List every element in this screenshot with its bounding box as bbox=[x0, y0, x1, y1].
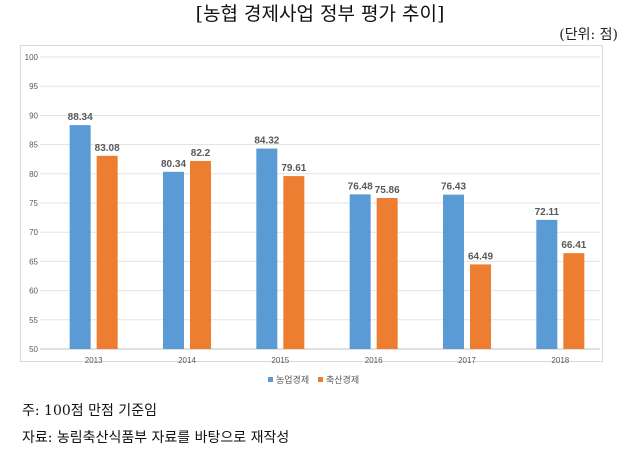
bar-livestock bbox=[190, 160, 211, 349]
x-tick-label: 2013 bbox=[85, 356, 103, 365]
chart-area bbox=[20, 45, 603, 362]
y-tick-label: 100 bbox=[25, 53, 39, 62]
data-label: 64.49 bbox=[468, 251, 493, 262]
bar-livestock bbox=[563, 253, 585, 349]
bar-agri bbox=[69, 125, 91, 350]
x-tick-label: 2018 bbox=[551, 356, 569, 365]
chart-title: [농협 경제사업 정부 평가 추이] bbox=[195, 3, 445, 25]
x-tick-label: 2014 bbox=[178, 356, 196, 365]
data-label: 75.86 bbox=[375, 185, 400, 196]
bar-agri bbox=[163, 171, 184, 349]
bar-livestock bbox=[96, 155, 118, 349]
data-label: 76.48 bbox=[348, 181, 373, 192]
y-tick-label: 95 bbox=[29, 82, 38, 91]
y-tick-label: 90 bbox=[29, 111, 38, 120]
unit-label: (단위: 점) bbox=[559, 27, 618, 43]
bar-livestock bbox=[376, 197, 398, 349]
bar-agri bbox=[349, 194, 371, 349]
bar-agri bbox=[256, 148, 278, 349]
legend-swatch bbox=[268, 377, 273, 382]
bar-agri bbox=[443, 194, 464, 349]
x-tick-label: 2015 bbox=[271, 356, 289, 365]
y-tick-label: 80 bbox=[29, 170, 38, 179]
y-tick-label: 85 bbox=[29, 141, 38, 150]
bar-livestock bbox=[470, 264, 491, 349]
y-tick-label: 65 bbox=[29, 257, 38, 266]
data-label: 79.61 bbox=[281, 163, 306, 174]
data-label: 72.11 bbox=[535, 207, 560, 218]
legend-swatch bbox=[318, 377, 323, 382]
data-label: 76.43 bbox=[441, 182, 466, 193]
legend-label: 농업경제 bbox=[276, 374, 309, 385]
bar-livestock bbox=[283, 176, 305, 349]
y-tick-label: 60 bbox=[29, 287, 38, 296]
x-tick-label: 2016 bbox=[365, 356, 383, 365]
legend-label: 축산경제 bbox=[326, 374, 359, 385]
y-tick-label: 75 bbox=[29, 199, 38, 208]
data-label: 82.2 bbox=[191, 148, 211, 159]
data-label: 80.34 bbox=[161, 159, 186, 170]
source-note: 자료: 농림축산식품부 자료를 바탕으로 재작성 bbox=[22, 430, 290, 446]
bar-agri bbox=[536, 219, 558, 349]
data-label: 88.34 bbox=[68, 112, 93, 123]
note: 주: 100점 만점 기준임 bbox=[22, 403, 157, 419]
data-label: 84.32 bbox=[254, 136, 279, 147]
y-tick-label: 50 bbox=[29, 345, 38, 354]
x-tick-label: 2017 bbox=[458, 356, 476, 365]
y-tick-label: 70 bbox=[29, 228, 38, 237]
data-label: 83.08 bbox=[95, 143, 120, 154]
y-tick-label: 55 bbox=[29, 316, 38, 325]
data-label: 66.41 bbox=[561, 240, 586, 251]
